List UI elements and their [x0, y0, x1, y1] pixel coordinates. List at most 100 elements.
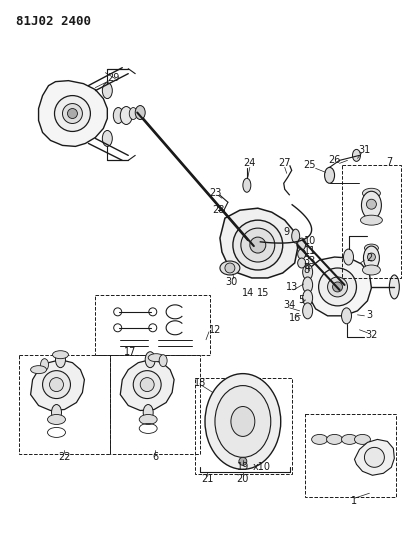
Text: 1: 1: [351, 496, 357, 506]
Ellipse shape: [352, 149, 361, 161]
Bar: [95, 295, 210, 354]
Polygon shape: [354, 439, 394, 475]
Polygon shape: [39, 80, 107, 147]
Text: 12: 12: [209, 325, 221, 335]
Bar: [195, 377, 292, 474]
Ellipse shape: [102, 83, 112, 99]
Circle shape: [319, 268, 357, 306]
Text: 10: 10: [304, 236, 316, 246]
Circle shape: [68, 109, 77, 118]
Text: 2: 2: [366, 253, 372, 263]
Circle shape: [55, 95, 90, 132]
Text: 81J02 2400: 81J02 2400: [15, 15, 91, 28]
Circle shape: [133, 370, 161, 399]
Circle shape: [364, 447, 384, 467]
Circle shape: [368, 253, 375, 261]
Text: 19: 19: [237, 462, 249, 472]
Ellipse shape: [52, 405, 61, 421]
Text: 32: 32: [365, 330, 378, 340]
Ellipse shape: [363, 246, 379, 270]
Ellipse shape: [292, 229, 300, 243]
Circle shape: [63, 103, 82, 124]
Ellipse shape: [326, 434, 343, 445]
Ellipse shape: [41, 359, 48, 370]
Ellipse shape: [341, 434, 357, 445]
Text: 16: 16: [289, 313, 301, 323]
Text: 14: 14: [242, 288, 254, 298]
Bar: [341, 165, 401, 278]
Circle shape: [250, 237, 266, 253]
Text: 21: 21: [201, 474, 213, 484]
Circle shape: [225, 263, 235, 273]
Circle shape: [241, 228, 275, 262]
Text: 22: 22: [58, 453, 71, 462]
Text: 29: 29: [107, 72, 120, 83]
Ellipse shape: [102, 131, 112, 147]
Ellipse shape: [361, 191, 381, 219]
Ellipse shape: [298, 238, 306, 250]
Ellipse shape: [220, 261, 240, 275]
Ellipse shape: [303, 290, 313, 306]
Polygon shape: [120, 360, 174, 410]
Text: 30: 30: [226, 277, 238, 287]
Ellipse shape: [303, 277, 313, 293]
Polygon shape: [31, 360, 84, 410]
Ellipse shape: [55, 352, 66, 368]
Text: 15: 15: [256, 288, 269, 298]
Ellipse shape: [129, 108, 137, 119]
Ellipse shape: [135, 106, 145, 119]
Ellipse shape: [145, 352, 155, 368]
Text: 13: 13: [286, 282, 298, 292]
Text: 20: 20: [237, 474, 249, 484]
Ellipse shape: [363, 188, 381, 198]
Ellipse shape: [344, 249, 354, 265]
Ellipse shape: [298, 249, 306, 259]
Ellipse shape: [354, 434, 370, 445]
Text: 33: 33: [304, 256, 316, 266]
Circle shape: [239, 457, 247, 465]
Ellipse shape: [231, 407, 255, 437]
Bar: [19, 354, 110, 454]
Ellipse shape: [205, 374, 281, 469]
Ellipse shape: [215, 385, 271, 457]
Bar: [305, 415, 396, 497]
Ellipse shape: [361, 215, 383, 225]
Polygon shape: [308, 257, 372, 316]
Ellipse shape: [312, 434, 328, 445]
Ellipse shape: [364, 244, 379, 252]
Text: 7: 7: [386, 157, 392, 167]
Circle shape: [366, 199, 376, 209]
Text: 26: 26: [328, 155, 341, 165]
Ellipse shape: [48, 415, 66, 424]
Ellipse shape: [148, 354, 164, 362]
Text: 4: 4: [304, 263, 311, 273]
Ellipse shape: [143, 405, 153, 421]
Circle shape: [233, 220, 283, 270]
Text: 9: 9: [284, 227, 290, 237]
Ellipse shape: [31, 366, 46, 374]
Text: 31: 31: [358, 146, 371, 156]
Polygon shape: [220, 208, 298, 278]
Ellipse shape: [139, 415, 157, 424]
Text: 3: 3: [366, 310, 372, 320]
Ellipse shape: [243, 179, 251, 192]
Ellipse shape: [53, 351, 68, 359]
Ellipse shape: [113, 108, 123, 124]
Text: 6: 6: [152, 453, 158, 462]
Text: 11: 11: [304, 246, 316, 256]
Circle shape: [140, 377, 154, 392]
Circle shape: [328, 277, 348, 297]
Text: 28: 28: [212, 205, 224, 215]
Ellipse shape: [159, 354, 167, 367]
Text: 24: 24: [244, 158, 256, 168]
Ellipse shape: [303, 264, 313, 280]
Text: 34: 34: [284, 300, 296, 310]
Text: 27: 27: [278, 158, 291, 168]
Text: 5: 5: [299, 295, 305, 305]
Circle shape: [50, 377, 63, 392]
Text: 23: 23: [209, 188, 221, 198]
Text: 17: 17: [124, 346, 136, 357]
Ellipse shape: [303, 303, 313, 319]
Ellipse shape: [363, 265, 381, 275]
Text: 18: 18: [194, 377, 206, 387]
